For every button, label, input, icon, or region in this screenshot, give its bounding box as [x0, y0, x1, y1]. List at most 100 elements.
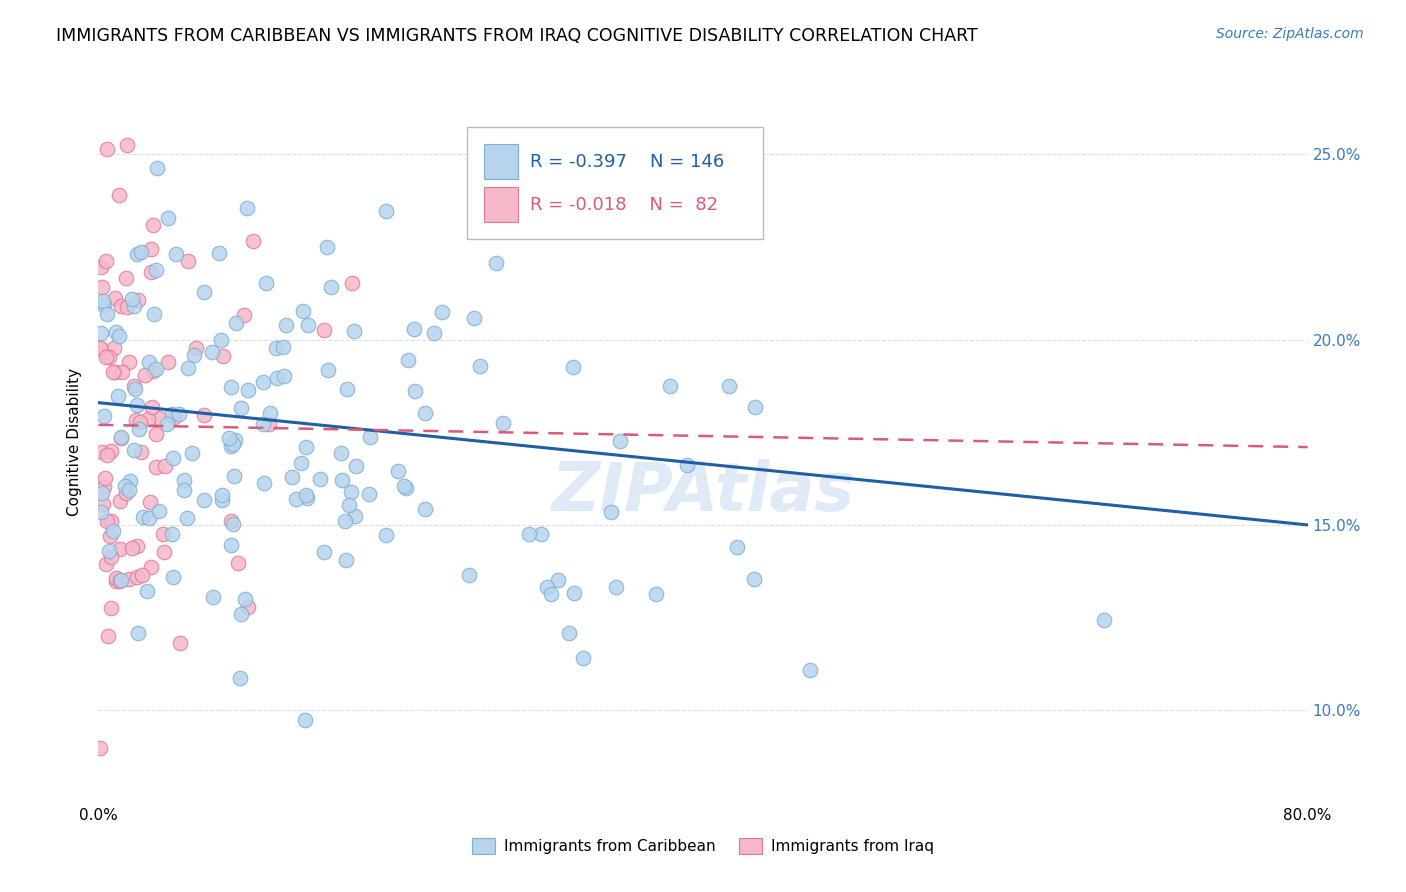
Point [404, 322, 426, 336]
Point [129, 244, 152, 259]
Point [314, 323, 336, 337]
Point [131, 568, 153, 582]
Point [572, 651, 595, 665]
Point [219, 379, 242, 393]
Point [94, 254, 117, 268]
Point [458, 567, 481, 582]
Point [271, 340, 294, 354]
Point [110, 573, 132, 587]
Point [127, 570, 149, 584]
Point [252, 417, 274, 432]
Point [333, 515, 356, 529]
Point [463, 310, 485, 325]
Point [91, 54, 114, 69]
Point [89, 341, 111, 355]
Point [295, 441, 318, 455]
Point [173, 483, 195, 497]
Point [156, 354, 179, 368]
Point [321, 280, 343, 294]
Point [111, 54, 134, 69]
Point [160, 527, 183, 541]
Point [404, 384, 426, 399]
Point [96, 514, 118, 528]
Point [117, 355, 139, 369]
Point [142, 364, 165, 378]
Point [201, 345, 224, 359]
Point [558, 625, 581, 640]
Point [202, 591, 225, 605]
Point [229, 607, 252, 621]
Point [114, 270, 136, 285]
Point [125, 247, 148, 261]
Point [121, 541, 143, 556]
Point [222, 437, 245, 451]
Point [297, 318, 319, 332]
Point [605, 580, 627, 594]
Point [125, 398, 148, 412]
Point [138, 355, 160, 369]
Point [332, 473, 354, 487]
Y-axis label: Cognitive Disability: Cognitive Disability [67, 368, 83, 516]
FancyBboxPatch shape [467, 128, 763, 239]
Point [91, 293, 114, 308]
Point [221, 439, 243, 453]
Point [340, 276, 363, 290]
Point [294, 713, 316, 727]
Point [129, 416, 152, 430]
Point [394, 479, 416, 493]
Point [233, 591, 256, 606]
Point [222, 517, 245, 532]
Point [110, 431, 132, 445]
Point [233, 308, 256, 322]
Point [491, 416, 513, 430]
Point [799, 663, 821, 677]
Point [218, 431, 240, 445]
Point [97, 629, 120, 643]
Point [562, 586, 585, 600]
Point [212, 349, 235, 363]
Point [337, 498, 360, 512]
Point [600, 505, 623, 519]
Point [229, 671, 252, 685]
Point [295, 488, 318, 502]
Point [547, 574, 569, 588]
Point [118, 483, 141, 498]
Point [96, 308, 118, 322]
Point [115, 486, 138, 500]
Point [396, 352, 419, 367]
Point [128, 422, 150, 436]
Point [225, 316, 247, 330]
Point [145, 459, 167, 474]
Point [101, 365, 124, 379]
Point [156, 417, 179, 431]
Point [229, 401, 252, 415]
Point [330, 446, 353, 460]
Text: Source: ZipAtlas.com: Source: ZipAtlas.com [1216, 27, 1364, 41]
Point [413, 501, 436, 516]
Point [193, 285, 215, 300]
Point [89, 740, 111, 755]
Point [284, 491, 307, 506]
Point [309, 471, 332, 485]
Point [266, 341, 288, 355]
Point [89, 341, 111, 355]
Point [562, 359, 585, 374]
Point [93, 480, 115, 494]
Point [530, 526, 553, 541]
Point [122, 378, 145, 392]
Point [609, 434, 631, 449]
Point [152, 526, 174, 541]
Point [127, 626, 149, 640]
Point [211, 488, 233, 502]
Point [90, 260, 112, 274]
Point [114, 478, 136, 492]
Point [153, 459, 176, 474]
Point [359, 430, 381, 444]
Point [413, 406, 436, 420]
Point [219, 537, 242, 551]
Point [148, 504, 170, 518]
Point [295, 491, 318, 506]
Point [146, 161, 169, 175]
Point [93, 298, 115, 312]
Point [266, 371, 288, 385]
